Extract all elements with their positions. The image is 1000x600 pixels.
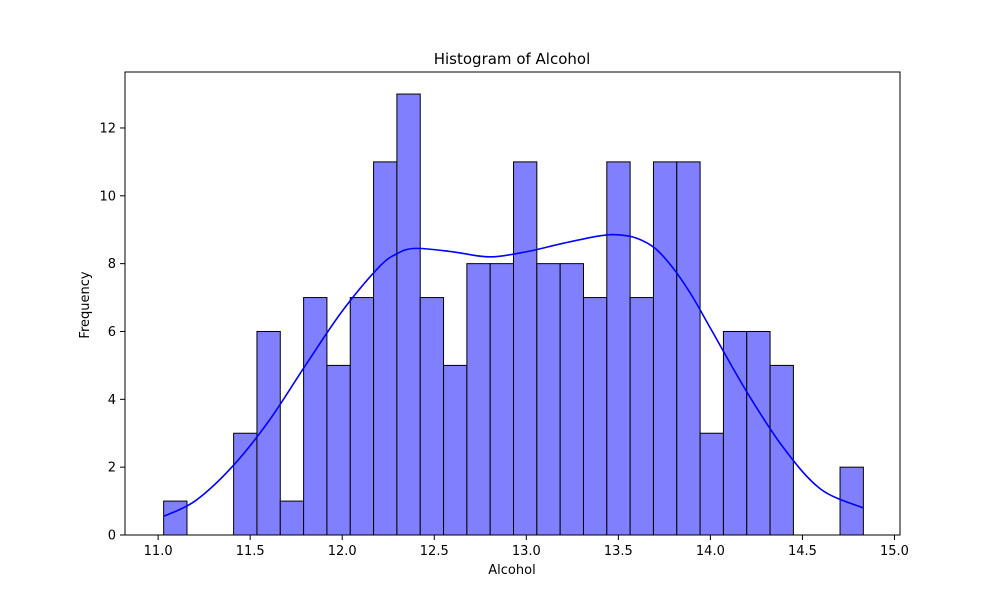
kde-layer (163, 233, 864, 518)
histogram-bar (349, 297, 375, 536)
histogram-bar (746, 330, 771, 536)
histogram-bar (326, 364, 351, 536)
kde-line (163, 233, 864, 518)
x-tick-label: 13.5 (604, 544, 633, 559)
x-tick-label: 11.5 (236, 544, 265, 559)
y-tick-label: 10 (99, 189, 116, 204)
y-tick-label: 2 (108, 461, 116, 476)
histogram-bar (629, 297, 654, 536)
y-tick-label: 8 (108, 257, 116, 272)
x-tick-label: 13.0 (512, 544, 541, 559)
y-tick-label: 4 (108, 393, 116, 408)
chart-title: Histogram of Alcohol (434, 50, 591, 68)
histogram-bar (606, 161, 631, 536)
histogram-bar (466, 263, 491, 536)
histogram-bar (652, 161, 678, 536)
histogram-bar (513, 161, 538, 536)
histogram-bar (559, 263, 584, 536)
histogram-bar (582, 297, 608, 536)
plot-frame (124, 71, 901, 536)
x-axis-label: Alcohol (488, 563, 535, 578)
x-tick-label: 12.5 (420, 544, 449, 559)
histogram-bar (233, 432, 258, 536)
x-tick-label: 12.0 (328, 544, 357, 559)
x-tick-label: 11.0 (144, 544, 173, 559)
histogram-bar (163, 500, 188, 536)
histogram-bar (303, 297, 328, 536)
histogram-bar (279, 500, 305, 536)
histogram-bar (676, 161, 701, 536)
axes-layer: 11.0 11.5 12.0 12.5 13.0 13.5 14.0 14.5 15.0 0 2 4 6… (99, 71, 909, 559)
y-axis-label: Frequency (78, 271, 93, 338)
histogram-bar (443, 364, 468, 536)
histogram-bar (419, 297, 445, 536)
histogram-bar (536, 263, 561, 536)
histogram-bar (769, 364, 794, 536)
x-tick-label: 14.5 (788, 544, 817, 559)
x-tick-label: 14.0 (696, 544, 725, 559)
histogram-bar (489, 263, 515, 536)
histogram-bar (373, 161, 398, 536)
histogram-bar (699, 432, 724, 536)
x-tick-label: 15.0 (880, 544, 909, 559)
bars-layer (163, 93, 864, 536)
histogram-bar (396, 93, 421, 536)
histogram-bar (722, 330, 748, 536)
y-tick-label: 12 (99, 121, 116, 136)
y-tick-label: 6 (108, 325, 116, 340)
y-tick-label: 0 (108, 529, 116, 544)
